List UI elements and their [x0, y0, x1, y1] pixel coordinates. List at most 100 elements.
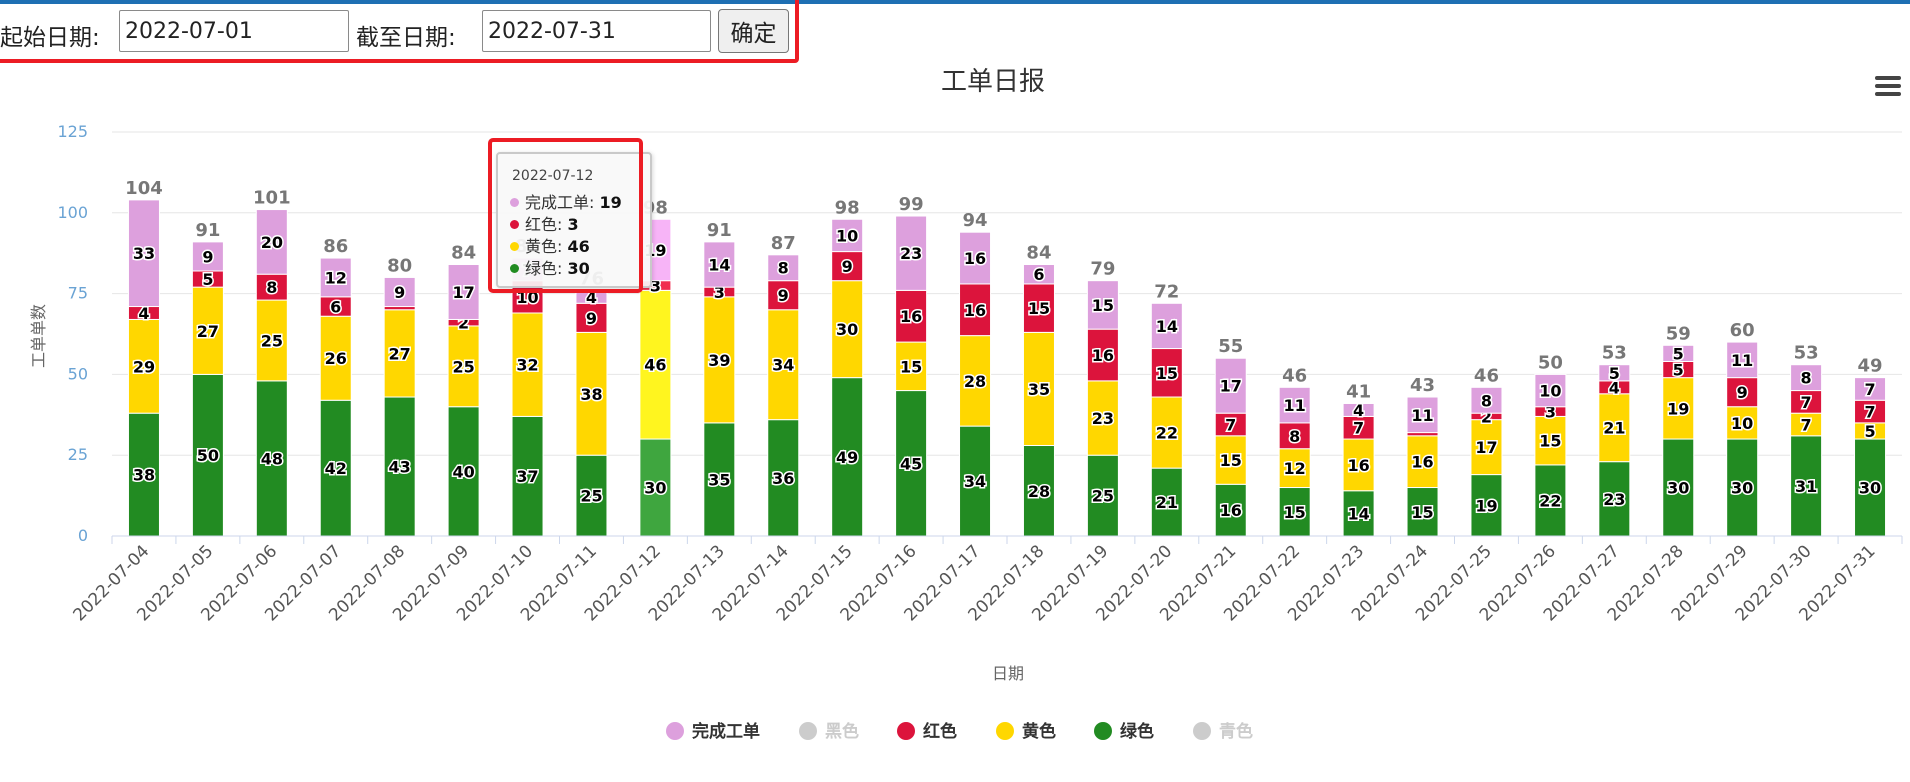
tooltip-series-name: 黄色 — [525, 237, 558, 256]
bar-total-label: 99 — [899, 194, 924, 215]
bar-segment — [1854, 377, 1887, 401]
legend-dot — [666, 722, 684, 740]
bar-total-label: 91 — [195, 220, 220, 241]
bar-segment — [1598, 461, 1631, 537]
bar-data-label: 25 — [1092, 487, 1114, 506]
bar-segment — [1470, 419, 1503, 476]
chart-menu-icon[interactable] — [1875, 76, 1901, 98]
bar-data-label: 19 — [1475, 496, 1497, 515]
bar-data-label: 29 — [133, 357, 155, 376]
bar-total-label: 53 — [1602, 343, 1627, 364]
bar-data-label: 39 — [708, 351, 730, 370]
bar-data-label: 16 — [964, 249, 986, 268]
end-date-input[interactable] — [482, 10, 711, 52]
bar-segment — [1534, 415, 1567, 466]
bar-data-label: 16 — [964, 301, 986, 320]
bar-data-label: 17 — [452, 283, 474, 302]
bar-data-label: 50 — [197, 446, 219, 465]
y-axis-label: 工单单数 — [29, 304, 48, 368]
legend-item-completed[interactable]: 完成工单 — [666, 717, 760, 742]
legend-item-cyan[interactable]: 青色 — [1193, 717, 1253, 742]
bar-data-label: 26 — [325, 349, 347, 368]
bar-total-label: 104 — [125, 178, 163, 199]
bar-data-label: 7 — [1801, 393, 1812, 412]
bar-total-label: 98 — [835, 197, 860, 218]
tooltip-dot — [510, 198, 519, 207]
chart-title: 工单日报 — [941, 67, 1045, 97]
tooltip-series-value: 3 — [567, 215, 579, 234]
bar-segment — [767, 419, 800, 537]
bar-segment — [767, 309, 800, 421]
bar-data-label: 48 — [261, 449, 283, 468]
bar-data-label: 16 — [1347, 456, 1369, 475]
bar-data-label: 46 — [644, 356, 666, 375]
bar-data-label: 19 — [1667, 399, 1689, 418]
bar-data-label: 5 — [1609, 364, 1620, 383]
bar-total-label: 53 — [1794, 343, 1819, 364]
bar-segment — [127, 318, 160, 414]
bar-segment — [895, 289, 928, 343]
bar-data-label: 9 — [778, 286, 789, 305]
bar-data-label: 5 — [1673, 361, 1684, 380]
bar-segment — [319, 315, 352, 401]
bar-segment — [191, 241, 224, 272]
legend-dot — [996, 722, 1014, 740]
bar-data-label: 6 — [1033, 265, 1044, 284]
bar-segment — [1470, 474, 1503, 537]
bar-data-label: 4 — [138, 304, 149, 323]
bar-segment — [447, 264, 480, 320]
bar-data-label: 22 — [1539, 491, 1561, 510]
bar-total-label: 91 — [707, 220, 732, 241]
tooltip-dot — [510, 264, 519, 273]
bar-total-label: 55 — [1218, 336, 1243, 357]
bar-data-label: 17 — [1220, 377, 1242, 396]
bar-segment — [639, 289, 672, 440]
y-tick-label: 75 — [68, 284, 88, 303]
bar-segment — [1214, 435, 1247, 485]
bar-data-label: 9 — [586, 309, 597, 328]
tooltip-series-name: 绿色 — [525, 259, 558, 278]
bar-data-label: 37 — [516, 467, 538, 486]
bar-segment — [383, 276, 416, 308]
start-date-label: 起始日期: — [0, 25, 100, 51]
bar-data-label: 27 — [389, 344, 411, 363]
tooltip-row-green: 绿色: 30 — [510, 255, 590, 279]
legend-item-black[interactable]: 黑色 — [799, 717, 859, 742]
bar-total-label: 72 — [1154, 281, 1179, 302]
tooltip-series-value: 46 — [567, 237, 590, 256]
bar-segment — [1022, 264, 1055, 285]
bar-segment — [1278, 487, 1311, 537]
confirm-button[interactable]: 确定 — [718, 9, 789, 53]
legend-label: 完成工单 — [692, 722, 760, 742]
start-date-input[interactable] — [119, 10, 349, 52]
bar-data-label: 25 — [452, 357, 474, 376]
bar-segment — [1214, 357, 1247, 414]
bar-segment — [383, 309, 416, 398]
bar-segment — [255, 380, 288, 537]
bar-data-label: 43 — [389, 458, 411, 477]
legend-label: 黑色 — [825, 722, 859, 742]
bar-segment — [255, 209, 288, 275]
bar-segment — [1278, 386, 1311, 424]
bar-segment — [959, 283, 992, 337]
legend-item-red[interactable]: 红色 — [897, 717, 957, 742]
bar-data-label: 7 — [1353, 419, 1364, 438]
bar-data-label: 9 — [842, 257, 853, 276]
bar-data-label: 23 — [1092, 409, 1114, 428]
legend-dot — [1094, 722, 1112, 740]
bar-data-label: 4 — [1609, 378, 1620, 397]
legend-item-green[interactable]: 绿色 — [1094, 717, 1154, 742]
tooltip-series-value: 30 — [567, 259, 590, 278]
bar-data-label: 9 — [394, 283, 405, 302]
legend-item-yellow[interactable]: 黄色 — [996, 717, 1056, 742]
bar-segment — [831, 280, 864, 379]
legend-label: 黄色 — [1022, 722, 1056, 742]
bar-data-label: 7 — [1864, 380, 1875, 399]
bar-data-label: 14 — [1156, 317, 1178, 336]
bar-segment — [1150, 302, 1183, 350]
bar-data-label: 16 — [1411, 453, 1433, 472]
bar-data-label: 15 — [1028, 299, 1050, 318]
bar-total-label: 46 — [1282, 365, 1307, 386]
bar-data-label: 17 — [1475, 438, 1497, 457]
bar-data-label: 30 — [836, 320, 858, 339]
